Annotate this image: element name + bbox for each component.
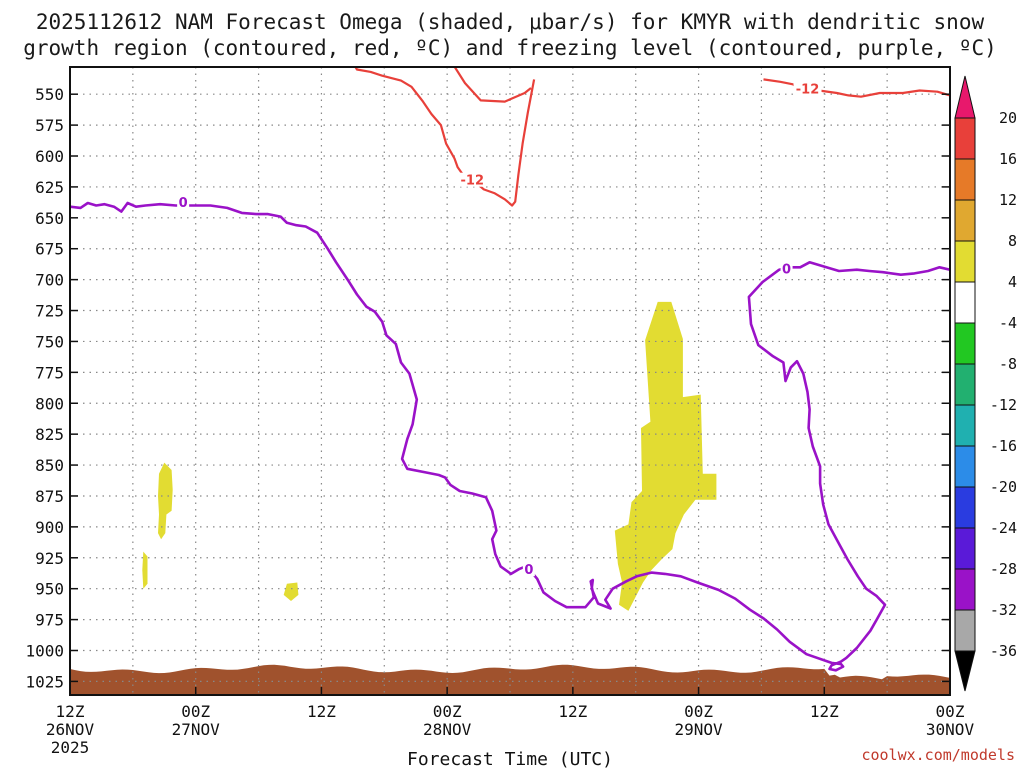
y-tick-label: 850 [35,456,64,475]
y-tick-label: 975 [35,611,64,630]
y-tick-label: 625 [35,178,64,197]
y-tick-label: 575 [35,116,64,135]
contour-label: 0 [782,263,791,278]
y-tick-label: 775 [35,363,64,382]
y-tick-label: 675 [35,240,64,259]
dgz-contour-line [763,78,950,98]
y-tick-label: 875 [35,487,64,506]
y-tick-label: 550 [35,85,64,104]
dgz-contour-line [354,67,536,207]
x-tick-label: 00Z [181,702,210,721]
colorbar-label: -32 [990,601,1017,619]
y-tick-label: 800 [35,394,64,413]
x-tick-label: 00Z [684,702,713,721]
x-tick-label: 12Z [56,702,85,721]
contour-label: -12 [796,82,820,97]
colorbar-label: -4 [999,314,1017,332]
x-tick-label: 2025 [51,738,90,757]
y-tick-label: 1000 [25,641,64,660]
colorbar: 20 16 12 8 4 -4 -8 -12 -16 -20 -24 -28 -32 -36 [954,75,1017,692]
contour-label-bg [177,194,190,209]
x-tick-label: 00Z [433,702,462,721]
colorbar-swatch [954,527,976,570]
contour-label-bg [458,172,487,187]
colorbar-swatch [954,445,976,488]
y-tick-label: 825 [35,425,64,444]
freezing-level-contour [70,201,950,672]
colorbar-top-triangle [954,75,976,119]
omega-shaded-region [614,301,717,611]
x-tick-label: 29NOV [674,720,723,739]
omega-shaded-region [142,551,148,589]
colorbar-swatch [954,363,976,406]
colorbar-label: 16 [999,150,1017,168]
y-tick-label: 925 [35,549,64,568]
colorbar-swatch [954,117,976,160]
x-tick-label: 12Z [307,702,336,721]
x-tick-label: 30NOV [926,720,975,739]
colorbar-swatch [954,281,976,324]
colorbar-swatch [954,404,976,447]
contour-label-bg [793,81,822,96]
y-tick-label: 700 [35,271,64,290]
colorbar-label: 12 [999,191,1017,209]
y-tick-label: 750 [35,332,64,351]
colorbar-label: -24 [990,519,1017,537]
colorbar-label: -16 [990,437,1017,455]
chart-title-line2: growth region (contoured, red, ºC) and f… [23,36,997,60]
plot-frame [69,66,951,696]
contour-label: -12 [461,174,485,189]
plot-area: -12 -12 0 0 0 550 575 600 625 650 675 700 725 750 775 8… [25,67,974,757]
colorbar-swatch [954,240,976,283]
x-axis-label: Forecast Time (UTC) [407,749,613,768]
contour-label: 0 [524,563,533,578]
chart-title-line1: 2025112612 NAM Forecast Omega (shaded, μ… [36,10,985,34]
x-tick-label: 28NOV [423,720,472,739]
colorbar-label: -28 [990,560,1017,578]
colorbar-label: -8 [999,355,1017,373]
credit-text: coolwx.com/models [861,746,1015,764]
y-tick-label: 650 [35,209,64,228]
x-tick-label: 12Z [810,702,839,721]
colorbar-swatch [954,322,976,365]
colorbar-swatch [954,568,976,611]
contour-label-bg [522,562,535,577]
x-tick-label: 26NOV [46,720,95,739]
colorbar-label: 4 [1008,273,1017,291]
x-tick-label: 12Z [558,702,587,721]
plot-content: -12 -12 0 0 0 [70,67,950,695]
colorbar-label: 8 [1008,232,1017,250]
grid [70,67,950,695]
colorbar-label: -12 [990,396,1017,414]
colorbar-swatch [954,199,976,242]
y-tick-label: 950 [35,580,64,599]
colorbar-label: -20 [990,478,1017,496]
y-tick-label: 900 [35,518,64,537]
colorbar-bottom-triangle [954,650,976,692]
y-tick-label: 1025 [25,672,64,691]
surface-terrain [70,664,950,695]
colorbar-swatch [954,609,976,652]
x-tick-label: 00Z [936,702,965,721]
colorbar-label: 20 [999,109,1017,127]
axes: 550 575 600 625 650 675 700 725 750 775 800 825 850 8… [25,85,974,757]
omega-shaded-region [158,462,173,540]
x-tick-label: 27NOV [172,720,221,739]
contour-label: 0 [179,196,188,211]
omega-shaded-region [283,582,299,601]
colorbar-label: -36 [990,642,1017,660]
colorbar-swatch [954,486,976,529]
y-tick-label: 725 [35,302,64,321]
contour-label-bg [780,261,793,276]
dgz-contour-line [453,67,532,103]
colorbar-swatch [954,158,976,201]
y-tick-label: 600 [35,147,64,166]
